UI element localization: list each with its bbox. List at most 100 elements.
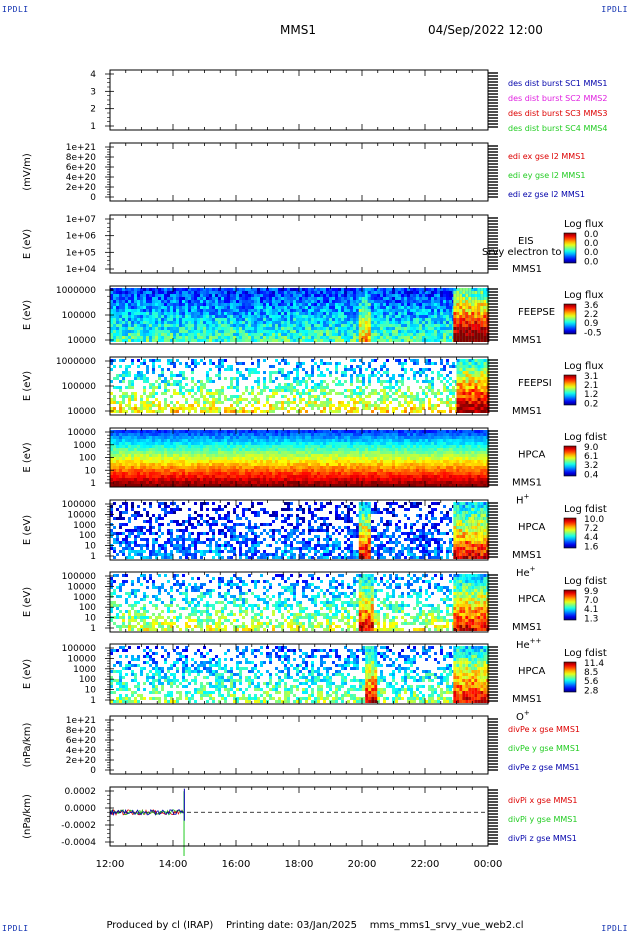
spectrogram-cell [200,472,203,475]
spectrogram-cell [143,457,146,460]
spectrogram-cell [158,469,161,472]
spectrogram-cell [236,362,239,365]
spectrogram-cell [113,478,116,481]
spectrogram-cell [161,472,164,475]
spectrogram-cell [131,395,134,398]
spectrogram-cell [152,466,155,469]
spectrogram-cell [131,309,134,312]
spectrogram-cell [242,374,245,377]
spectrogram-cell [131,327,134,330]
y-tick-label: 1000000 [56,286,96,296]
y-tick-label: 2 [90,105,96,115]
spectrogram-cell [140,448,143,451]
spectrogram-cell [453,333,457,336]
spectrogram-cell [377,300,380,303]
spectrogram-cell [155,439,158,442]
spectrogram-cell [245,318,248,321]
spectrogram-cell [203,294,206,297]
spectrogram-cell [456,371,460,374]
spectrogram-cell [362,362,365,365]
spectrogram-cell [257,333,260,336]
spectrogram-cell [170,288,173,291]
spectrogram-cell [164,303,167,306]
spectrogram-cell [212,300,215,303]
spectrogram-cell [257,401,260,404]
spectrogram-cell [305,288,308,291]
spectrogram-cell [374,309,377,312]
spectrogram-cell [353,327,356,330]
spectrogram-cell [344,324,347,327]
spectrogram-cell [251,386,254,389]
spectrogram-cell [152,294,155,297]
spectrogram-cell [477,371,481,374]
spectrogram-cell [425,386,428,389]
spectrogram-cell [167,478,170,481]
spectrogram-cell [361,312,365,315]
spectrogram-cell [140,430,143,433]
spectrogram-cell [248,333,251,336]
spectrogram-cell [465,297,469,300]
spectrogram-cell [326,333,329,336]
spectrogram-cell [143,324,146,327]
spectrogram-cell [200,303,203,306]
spectrogram-cell [350,398,353,401]
spectrogram-cell [206,306,209,309]
spectrogram-cell [152,297,155,300]
spectrogram-cell [164,306,167,309]
spectrogram-cell [465,294,469,297]
spectrogram-cell [110,312,113,315]
spectrogram-cell [468,371,472,374]
spectrogram-cell [176,380,179,383]
spectrogram-cell [146,454,149,457]
spectrogram-cell [158,466,161,469]
spectrogram-cell [203,321,206,324]
spectrogram-cell [182,395,185,398]
spectrogram-cell [446,327,449,330]
spectrogram-cell [257,315,260,318]
spectrogram-cell [125,365,128,368]
spectrogram-cell [128,472,131,475]
spectrogram-cell [146,442,149,445]
spectrogram-cell [320,374,323,377]
spectrogram-cell [419,321,422,324]
spectrogram-cell [200,439,203,442]
spectrogram-cell [176,321,179,324]
spectrogram-cell [317,309,320,312]
spectrogram-cell [158,365,161,368]
spectrogram-cell [197,460,200,463]
spectrogram-cell [227,336,230,339]
spectrogram-cell [155,410,158,413]
spectrogram-cell [356,327,359,330]
spectrogram-cell [260,318,263,321]
spectrogram-cell [431,288,434,291]
spectrogram-cell [221,303,224,306]
spectrogram-cell [443,315,446,318]
spectrogram-cell [302,362,305,365]
spectrogram-cell [251,371,254,374]
spectrogram-cell [131,303,134,306]
spectrogram-cell [416,303,419,306]
spectrogram-cell [179,442,182,445]
spectrogram-cell [386,407,389,410]
spectrogram-cell [116,291,119,294]
spectrogram-cell [152,336,155,339]
spectrogram-cell [164,324,167,327]
spectrogram-cell [263,312,266,315]
spectrogram-cell [191,297,194,300]
spectrogram-cell [431,294,434,297]
spectrogram-cell [245,336,248,339]
spectrogram-cell [176,327,179,330]
spectrogram-cell [218,318,221,321]
spectrogram-cell [134,475,137,478]
spectrogram-cell [251,404,254,407]
spectrogram-cell [167,359,170,362]
spectrogram-cell [308,312,311,315]
spectrogram-cell [281,309,284,312]
spectrogram-cell [465,404,469,407]
spectrogram-cell [353,371,356,374]
spectrogram-cell [449,312,452,315]
spectrogram-cell [143,407,146,410]
spectrogram-cell [299,407,302,410]
spectrogram-cell [260,300,263,303]
spectrogram-cell [344,389,347,392]
